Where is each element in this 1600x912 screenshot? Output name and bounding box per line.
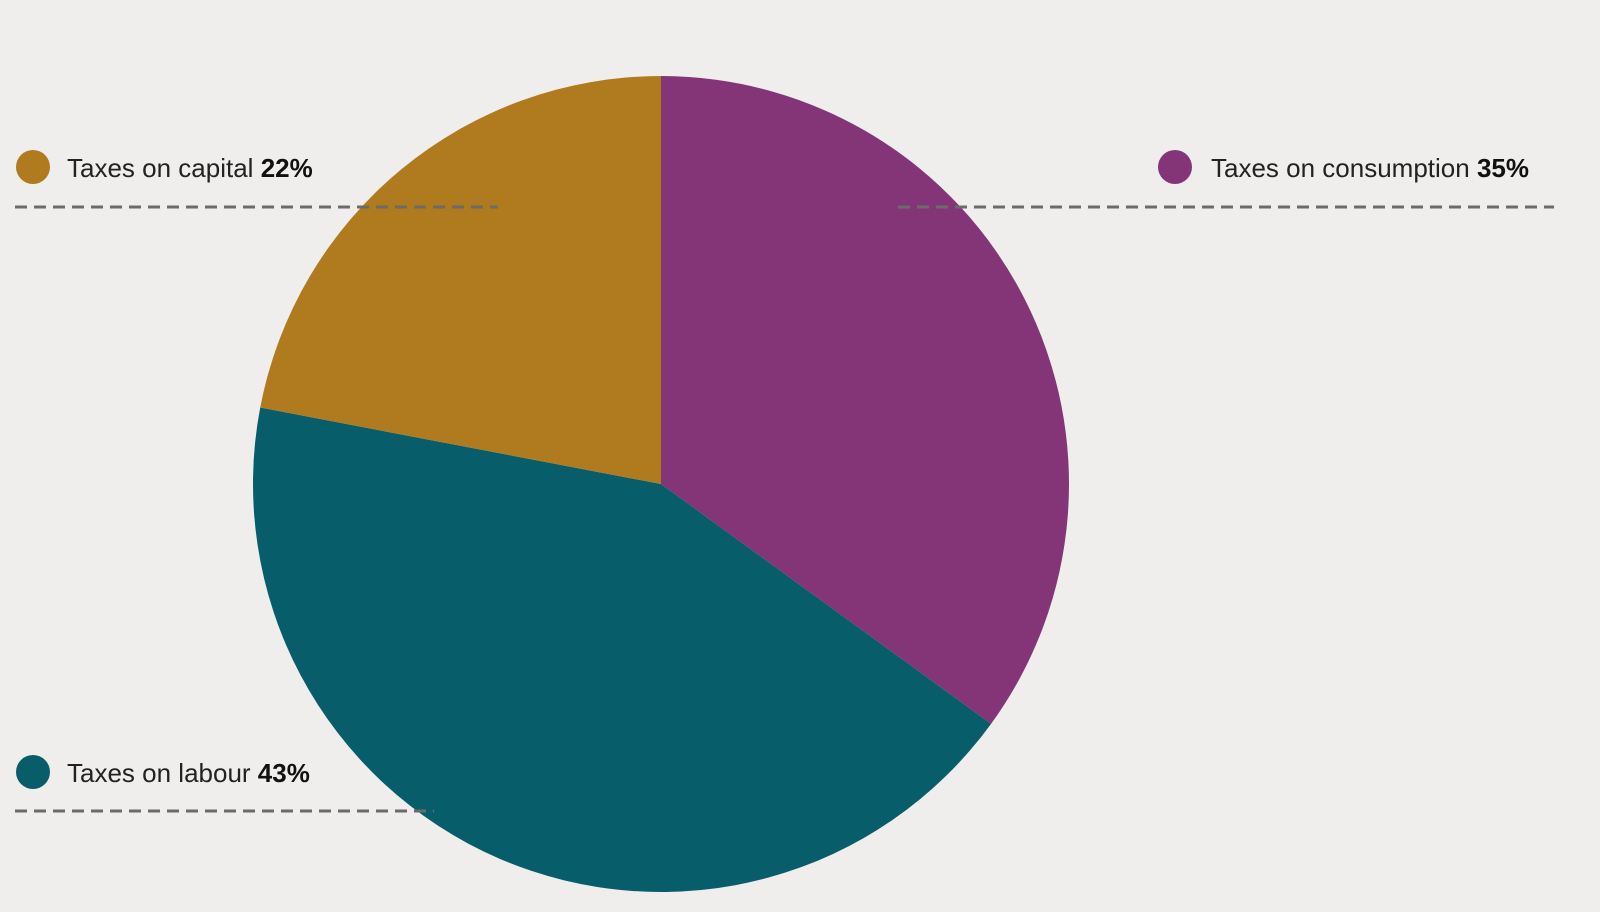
legend-label: Taxes on labour 43%: [67, 758, 310, 788]
value-label: 22%: [261, 153, 313, 183]
legend-marker: [1158, 150, 1192, 184]
legend-marker: [16, 755, 50, 789]
value-label: 43%: [258, 758, 310, 788]
legend-name: Taxes on labour: [67, 758, 251, 788]
legend-marker: [16, 150, 50, 184]
value-label: 35%: [1477, 153, 1529, 183]
legend-name: Taxes on capital: [67, 153, 253, 183]
legend-name: Taxes on consumption: [1211, 153, 1470, 183]
legend-label: Taxes on capital 22%: [67, 153, 313, 183]
pie-slice: [260, 76, 661, 484]
legend-label: Taxes on consumption 35%: [1211, 153, 1529, 183]
pie-slice: [661, 76, 1070, 724]
pie-slice: [252, 407, 992, 892]
